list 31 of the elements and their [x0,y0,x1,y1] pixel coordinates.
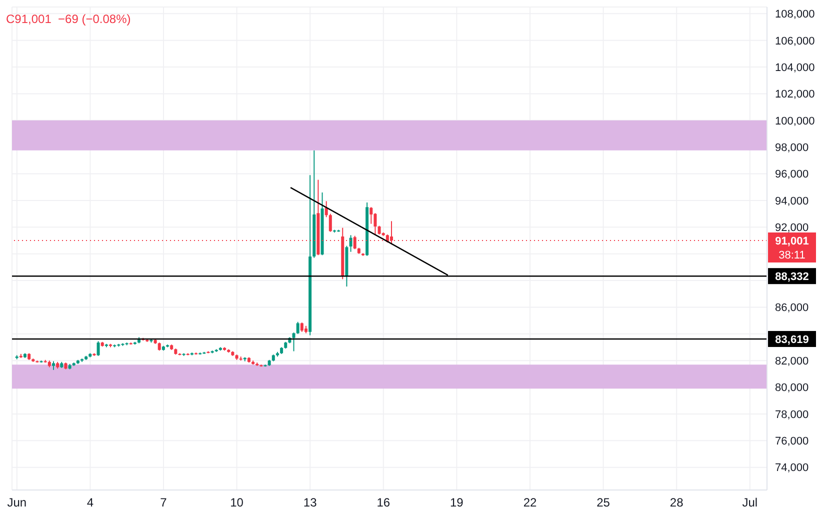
x-tick-label: 13 [303,496,318,510]
y-tick-label: 104,000 [775,62,815,74]
x-tick-label: 7 [160,496,168,510]
x-tick-label: 10 [230,496,244,510]
x-tick-label: 28 [670,496,684,510]
y-tick-label: 80,000 [775,382,809,394]
y-tick-label: 78,000 [775,408,809,421]
y-tick-label: 76,000 [775,436,809,448]
y-tick-label: 74,000 [775,462,809,474]
y-tick-label: 100,000 [775,115,815,128]
y-tick-label: 102,000 [775,88,815,101]
ref-line-label: 83,619 [775,334,809,346]
y-tick-label: 92,000 [775,222,809,234]
x-tick-label: Jun [7,496,27,510]
y-tick-label: 82,000 [775,355,809,368]
y-tick-label: 108,000 [775,8,815,21]
x-tick-label: 19 [450,496,464,510]
text: 38:11 [778,249,806,262]
x-tick-label: 16 [376,496,390,510]
x-tick-label: 22 [523,496,537,510]
x-tick-label: Jul [742,496,758,510]
y-tick-label: 98,000 [775,142,809,154]
y-tick-label: 94,000 [775,195,809,208]
y-tick-label: 96,000 [775,168,809,181]
x-tick-label: 25 [596,496,610,510]
ref-line-label: 88,332 [775,271,809,284]
ref-line-label: 91,001 [775,235,809,248]
annotation: C91,001 −69 (−0.08%) [6,12,131,26]
y-tick-label: 106,000 [775,35,815,48]
x-tick-label: 4 [86,496,94,510]
y-tick-label: 86,000 [775,302,809,314]
